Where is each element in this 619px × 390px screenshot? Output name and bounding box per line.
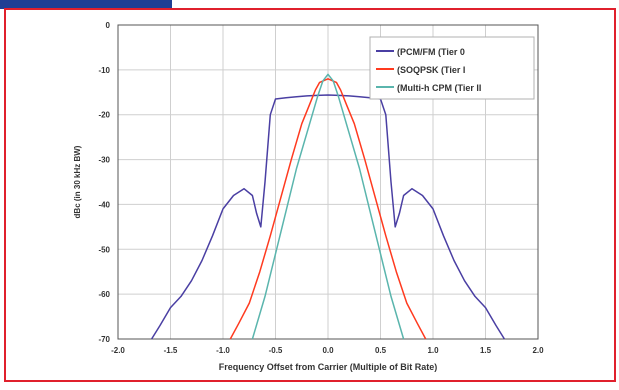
y-tick-label: -10 bbox=[98, 66, 110, 75]
x-tick-label: 0.0 bbox=[322, 346, 334, 355]
y-tick-label: -40 bbox=[98, 200, 110, 209]
series-line-0 bbox=[150, 94, 506, 340]
x-tick-label: -1.5 bbox=[164, 346, 178, 355]
legend-label: (PCM/FM (Tier 0 bbox=[397, 47, 465, 57]
legend: (PCM/FM (Tier 0 (SOQPSK (Tier I (Multi-h C… bbox=[369, 36, 535, 100]
x-axis-label: Frequency Offset from Carrier (Multiple … bbox=[219, 362, 438, 372]
legend-box bbox=[369, 36, 535, 100]
legend-label: (SOQPSK (Tier I bbox=[397, 65, 465, 75]
x-tick-label: -2.0 bbox=[111, 346, 125, 355]
series-layer bbox=[150, 73, 506, 340]
red-frame-border bbox=[4, 8, 616, 382]
y-tick-label: -50 bbox=[98, 245, 110, 254]
y-tick-label: -30 bbox=[98, 156, 110, 165]
tick-layer: -2.0 -1.5 -1.0 -0.5 0.0 0.5 1.0 1.5 2.0 0 -10 -20 -3… bbox=[98, 21, 544, 355]
series-line-2 bbox=[251, 73, 405, 340]
series-line-1 bbox=[229, 78, 427, 340]
y-tick-label: -60 bbox=[98, 290, 110, 299]
y-axis-label: dBc (in 30 kHz BW) bbox=[73, 145, 82, 218]
x-tick-label: 2.0 bbox=[532, 346, 544, 355]
x-tick-label: 0.5 bbox=[375, 346, 387, 355]
y-tick-label: 0 bbox=[106, 21, 111, 30]
x-tick-label: -1.0 bbox=[216, 346, 230, 355]
y-tick-label: -70 bbox=[98, 335, 110, 344]
x-tick-label: -0.5 bbox=[269, 346, 283, 355]
x-tick-label: 1.0 bbox=[427, 346, 439, 355]
legend-label: (Multi-h CPM (Tier II bbox=[397, 83, 481, 93]
blue-corner-tab bbox=[0, 0, 172, 9]
x-tick-label: 1.5 bbox=[480, 346, 492, 355]
plot-area bbox=[117, 24, 539, 340]
y-tick-label: -20 bbox=[98, 111, 110, 120]
